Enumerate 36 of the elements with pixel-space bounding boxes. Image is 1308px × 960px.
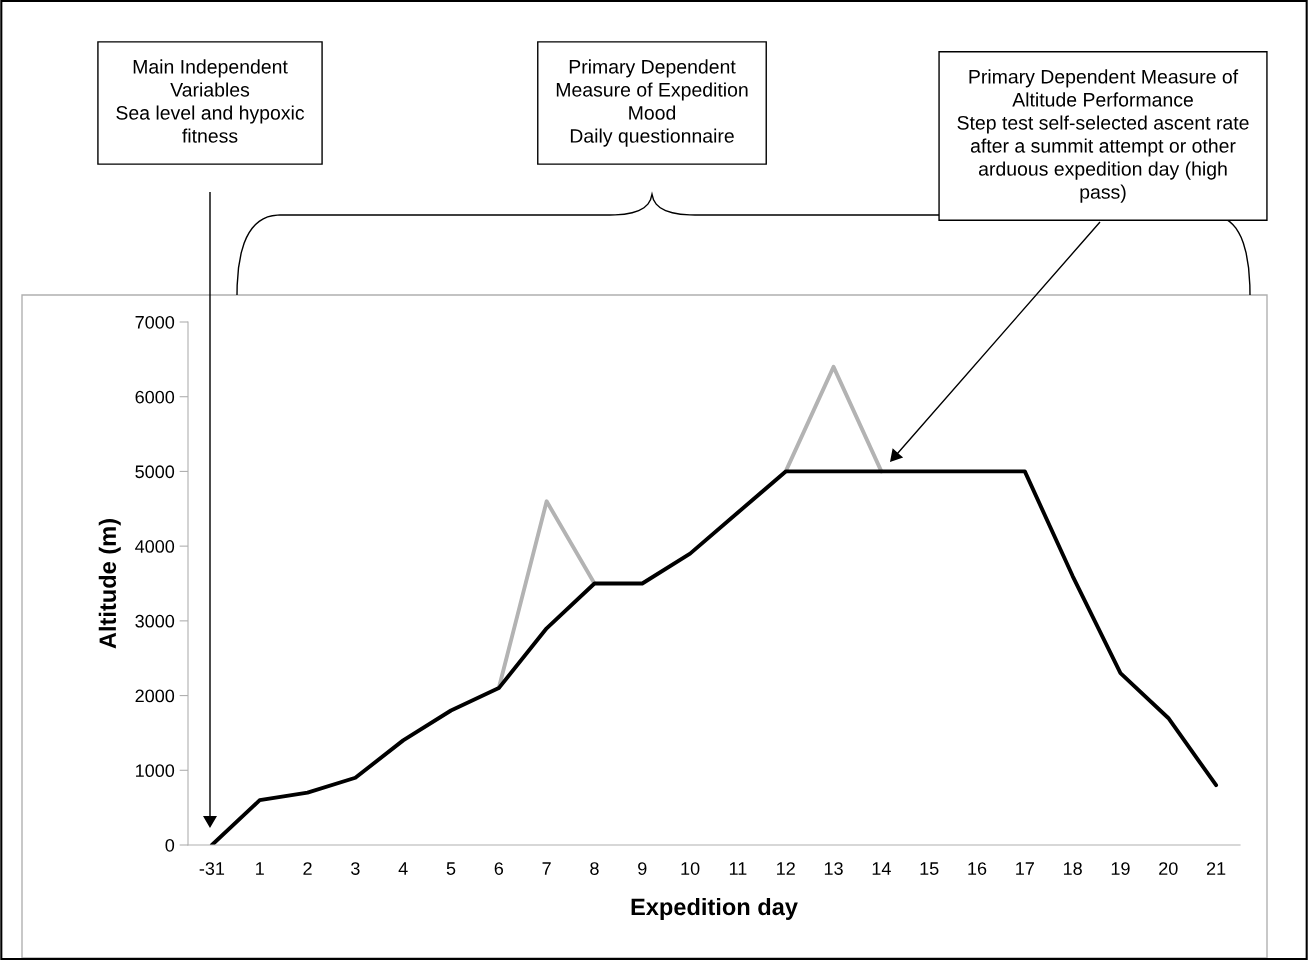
x-tick-label: 13 xyxy=(824,862,843,875)
x-tick-label: 1 xyxy=(256,862,264,875)
y-tick-label: 0 xyxy=(165,838,175,852)
x-tick-label: 9 xyxy=(638,862,647,875)
y-tick-label: 4000 xyxy=(135,540,175,553)
x-tick-label: 20 xyxy=(1159,862,1178,875)
y-tick-label: 6000 xyxy=(135,390,175,404)
x-tick-label: 5 xyxy=(446,862,456,875)
x-tick-label: -31 xyxy=(199,862,225,875)
y-tick-label: 5000 xyxy=(135,465,175,479)
text: Primary Dependent Measure of Altitude Performance Step test self-selected ascent rate after a summit attempt or other arduous expedition day (high pass) xyxy=(957,69,1249,203)
x-axis-title: Expedition day xyxy=(631,897,798,920)
x-tick-label: 8 xyxy=(590,862,599,875)
x-tick-label: 16 xyxy=(968,862,987,875)
y-tick-label: 7000 xyxy=(135,315,175,329)
x-tick-label: 2 xyxy=(303,862,312,875)
x-tick-label: 14 xyxy=(872,862,891,875)
y-tick-label: 1000 xyxy=(136,764,175,778)
x-tick-label: 19 xyxy=(1111,862,1130,875)
x-tick-label: 15 xyxy=(920,862,939,875)
x-tick-label: 21 xyxy=(1206,862,1226,875)
x-tick-label: 3 xyxy=(351,862,360,875)
x-tick-label: 12 xyxy=(777,862,795,875)
line-series xyxy=(209,469,1219,845)
x-tick-label: 4 xyxy=(398,862,408,875)
x-tick-label: 6 xyxy=(494,862,504,875)
text: Primary Dependent Measure of Expedition Mood Daily questionnaire xyxy=(556,59,748,147)
x-tick-label: 18 xyxy=(1063,862,1082,875)
text: Main Independent Variables Sea level and hypoxic fitness xyxy=(116,59,305,143)
y-tick-label: 2000 xyxy=(135,689,175,703)
x-tick-label: 7 xyxy=(542,862,551,875)
x-tick-label: 11 xyxy=(729,862,747,875)
y-tick-label: 3000 xyxy=(135,614,175,628)
x-tick-label: 17 xyxy=(1016,862,1034,875)
y-axis-title: Altitude (m) xyxy=(98,519,121,649)
x-tick-label: 10 xyxy=(681,862,700,875)
